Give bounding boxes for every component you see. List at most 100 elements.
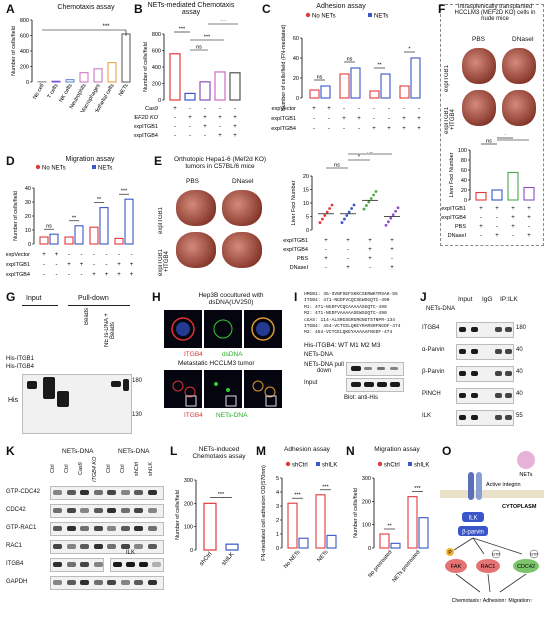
d-mark: + [55,252,59,258]
k-blot-row [50,576,164,590]
f-mark: + [527,233,531,239]
f-mark: - [496,224,498,230]
b-mark: - [189,133,191,139]
e-ytick-label: 20 [303,174,309,180]
e-col-label: PBS [186,178,200,185]
k-blot-row [50,540,164,554]
g-input-label: Input [26,295,42,302]
c-mark: + [327,106,331,112]
d-row-label: expITGB1 [6,262,30,268]
a-bar [51,80,61,83]
f-mark: + [511,215,515,221]
g-pulldown-label: Pull-down [78,295,109,302]
g-antibody: His [8,397,19,404]
f-ytick-label: 0 [464,198,467,204]
a-ytick-label: 400 [20,49,29,55]
panel-l-label: L [170,444,178,458]
d-legend-square [92,165,96,169]
m-sig-label: *** [294,493,301,499]
j-col-igg: IgG [482,296,493,303]
j-blot-row [456,388,514,404]
liver-image [176,232,216,268]
e-mark: - [391,256,393,262]
d-mark: - [43,272,45,278]
c-mark: + [342,116,346,122]
b-bar [214,71,226,101]
k-lane-label: shCtrl [134,461,140,477]
liver-image [502,48,536,84]
o-ilk-label: ILK [468,516,477,522]
e-point [321,217,324,221]
o-arrow [455,573,481,593]
b-bar [199,81,211,101]
b-mark: - [189,124,191,130]
i-blot-pulldown [346,362,404,376]
f-ytick-label: 80 [461,158,467,164]
j-col-ipilk: IP:ILK [500,296,518,303]
n-cat-label: NETs pretreated [391,549,421,583]
b-ytick-label: 800 [152,32,161,38]
m-bar [298,537,309,549]
c-ytick-label: 40 [293,56,299,62]
c-legend-label: NETs [374,14,388,20]
i-row-nets: NETs-DNA [304,352,334,358]
c-sig-label: * [408,47,411,53]
liver-image [222,190,262,226]
e-mark: + [390,265,394,271]
k-lane-label: shILK [148,461,154,477]
m-cat-label: No NETs [283,549,302,570]
e-point [340,221,344,224]
o-rac1-label: RAC1 [481,564,496,570]
f-mark: + [527,215,531,221]
c-legend-dot [305,12,311,18]
d-mark: - [68,272,70,278]
d-mark: - [93,252,95,258]
b-sig-label: ns [196,45,202,51]
i-blot-label: Blot: anti-His [344,395,379,401]
d-mark: - [93,262,95,268]
i-row-pulldown: NETs-DNA pull down [304,362,344,374]
k-row-label: GTP-RAC1 [6,525,37,531]
c-mark: - [313,126,315,132]
e-mark: + [346,238,350,244]
panel-j: Input IgG IP:ILK NETs-DNA ITGB4 180 α-Parv… [420,292,544,442]
l-cat-label: shILK [221,551,235,567]
f-bar [491,189,503,201]
panel-n-title: Migration assay [374,446,420,453]
o-cytoplasm-label: CYTOPLASM [502,504,537,510]
b-ytick-label: 600 [152,49,161,55]
d-mark: - [56,262,58,268]
a-ylabel: Number of cells/field [11,26,17,76]
b-mark: - [234,106,236,112]
f-mark: - [528,224,530,230]
d-bar [114,237,124,245]
f-row-label: expITGB1 [441,206,466,212]
f-mark: - [512,233,514,239]
b-mark: + [203,115,207,121]
d-mark: + [117,262,121,268]
g-kda-180: 180 [132,378,143,384]
d-bar [89,226,99,245]
panel-a-title: Chemotaxis assay [57,4,115,11]
liver-image [176,190,216,226]
panel-g: Input Pull-down Beads NETs-DNA + Beads H… [6,292,146,442]
panel-m-label: M [256,444,266,458]
j-blot-row [456,344,514,360]
f-col-label: DNaseI [512,36,534,43]
i-sequence-line: M3: 454-VCTCELQKEYAAAAAFNGDF-474 [304,330,393,336]
b-mark: - [174,124,176,130]
o-ilk-node [462,512,484,522]
liver-image [222,232,262,268]
j-blot-row [456,322,514,338]
m-ytick-label: 1 [276,532,279,538]
f-mark: + [511,206,515,212]
b-ytick-label: 0 [158,98,161,104]
c-bar [339,73,350,99]
e-mark: + [324,256,328,262]
a-ytick-label: 0 [26,80,29,86]
c-bar [309,89,320,99]
b-bar [229,72,241,101]
d-mark: - [106,252,108,258]
